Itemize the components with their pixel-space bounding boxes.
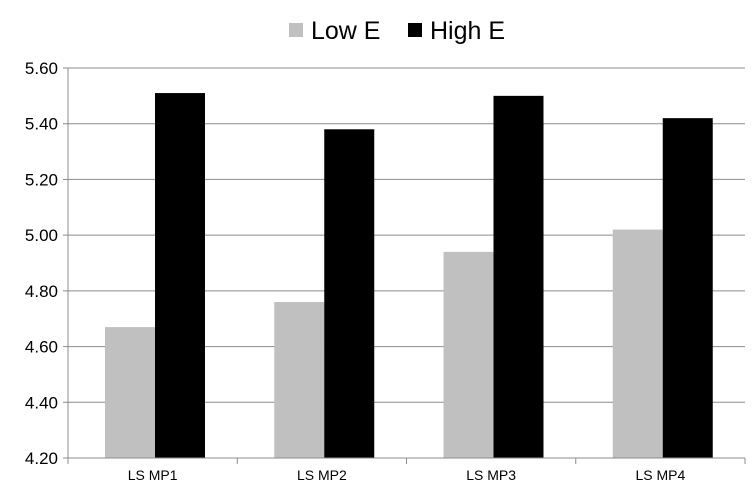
y-tick-label: 4.20 (25, 449, 58, 468)
bar-high-e-ls-mp1 (155, 93, 205, 459)
bar-high-e-ls-mp4 (662, 118, 713, 459)
x-category-label: LS MP3 (466, 467, 516, 483)
y-tick-label: 5.60 (25, 59, 58, 78)
legend-swatch-low-e (289, 23, 303, 37)
legend: Low E High E (289, 17, 505, 45)
x-category-label: LS MP2 (297, 467, 347, 483)
y-tick-label: 5.40 (25, 115, 58, 134)
y-tick-label: 4.40 (25, 393, 58, 412)
legend-label-low-e: Low E (311, 17, 380, 45)
y-tick-label: 4.60 (25, 338, 58, 357)
bars (105, 93, 713, 459)
bar-low-e-ls-mp1 (105, 327, 155, 458)
bar-high-e-ls-mp2 (324, 129, 375, 459)
bar-low-e-ls-mp3 (443, 251, 494, 458)
y-tick-label: 5.20 (25, 170, 58, 189)
x-axis: LS MP1 LS MP2 LS MP3 LS MP4 (67, 457, 746, 483)
legend-label-high-e: High E (430, 17, 505, 45)
bar-high-e-ls-mp3 (493, 95, 544, 458)
y-tick-label: 4.80 (25, 282, 58, 301)
x-category-label: LS MP1 (128, 467, 178, 483)
bar-low-e-ls-mp4 (612, 229, 663, 458)
y-axis: 4.20 4.40 4.60 4.80 5.00 5.20 5.40 5.60 (25, 59, 69, 468)
legend-swatch-high-e (408, 23, 422, 37)
bar-low-e-ls-mp2 (274, 302, 325, 458)
y-tick-label: 5.00 (25, 226, 58, 245)
x-category-label: LS MP4 (635, 467, 685, 483)
